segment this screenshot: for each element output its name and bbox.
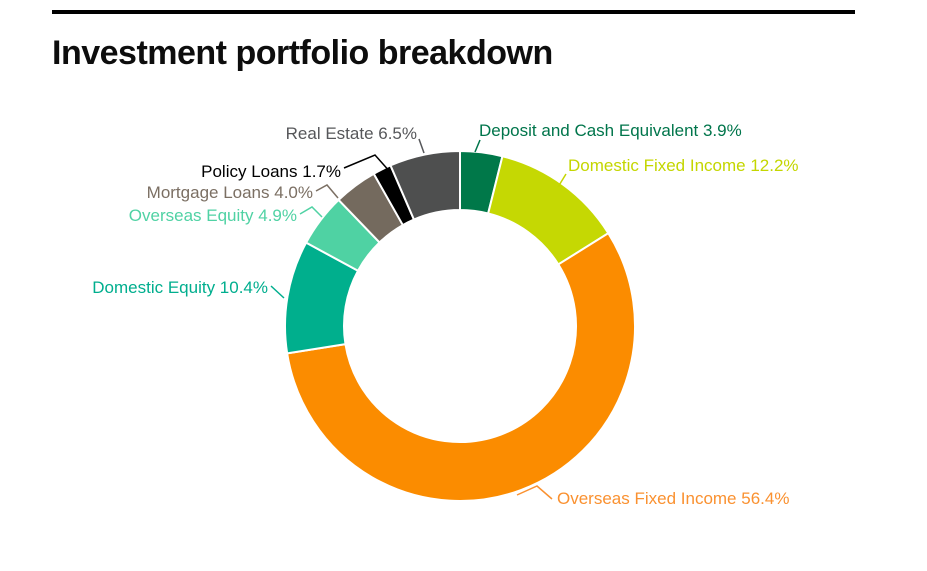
slice-label-domestic-fixed-income: Domestic Fixed Income 12.2% — [568, 156, 799, 175]
leader-line-overseas-fixed-income — [516, 485, 553, 500]
top-rule — [52, 10, 855, 14]
donut-slice-overseas-fixed-income — [286, 231, 637, 502]
leader-line-mortgage-loans — [315, 184, 339, 199]
leader-line-domestic-fixed-income — [557, 173, 567, 188]
donut-slice-real-estate — [389, 149, 461, 221]
leader-line-deposit-and-cash-equivalent — [474, 139, 481, 153]
page-title: Investment portfolio breakdown — [52, 34, 553, 72]
leader-line-domestic-equity — [270, 285, 285, 299]
slice-label-overseas-fixed-income: Overseas Fixed Income 56.4% — [557, 489, 790, 508]
slice-label-policy-loans: Policy Loans 1.7% — [201, 162, 341, 181]
leader-line-overseas-equity — [299, 206, 323, 218]
slice-label-overseas-equity: Overseas Equity 4.9% — [128, 206, 297, 225]
slice-label-domestic-equity: Domestic Equity 10.4% — [92, 278, 268, 297]
slice-label-real-estate: Real Estate 6.5% — [285, 124, 417, 143]
slice-label-mortgage-loans: Mortgage Loans 4.0% — [146, 183, 313, 202]
slice-label-deposit-and-cash-equivalent: Deposit and Cash Equivalent 3.9% — [479, 121, 742, 140]
leader-line-policy-loans — [343, 154, 392, 174]
leader-line-real-estate — [418, 138, 425, 154]
